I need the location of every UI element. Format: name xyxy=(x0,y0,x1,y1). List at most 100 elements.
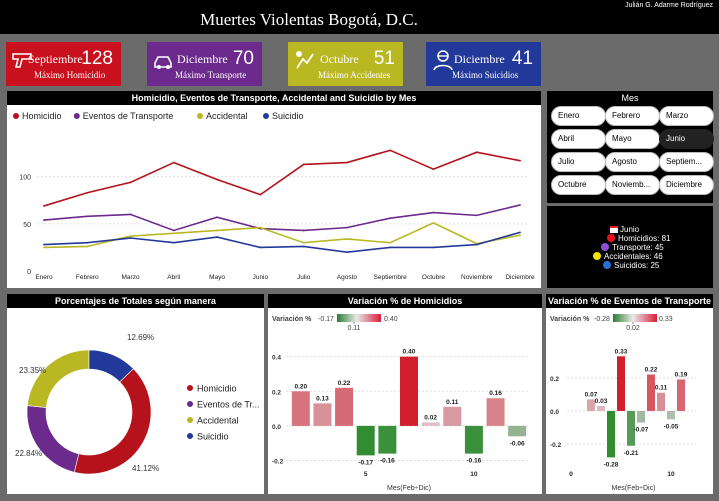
data-point xyxy=(43,246,45,249)
kpi-value: 70 xyxy=(232,48,254,69)
variation-bar xyxy=(647,374,655,411)
data-point xyxy=(129,235,132,238)
mes-button-junio[interactable]: Junio xyxy=(659,129,714,149)
mes-button-octubre[interactable]: Octubre xyxy=(551,175,606,195)
data-point xyxy=(346,238,348,240)
data-point xyxy=(302,245,305,248)
data-point xyxy=(519,159,521,162)
legend-mid: 0.11 xyxy=(347,325,360,332)
data-point xyxy=(302,229,305,232)
x-tick-label: Febrero xyxy=(76,274,99,281)
variation-bar xyxy=(617,356,625,411)
trans-variation-chart: Variación % -0.28 0.02 0.33 -0.2 0.0 0.2 0.… xyxy=(550,314,696,492)
donut-slice xyxy=(73,368,152,475)
legend-label: Eventos de Transporte xyxy=(83,111,174,121)
data-point xyxy=(216,216,218,219)
data-point xyxy=(86,215,89,218)
legend-marker xyxy=(13,113,19,119)
data-point xyxy=(475,214,478,217)
legend-label: Suicidio xyxy=(272,111,304,121)
bar-value-label: -0.28 xyxy=(604,461,619,468)
data-point xyxy=(86,245,89,248)
kpi-month: Diciembre xyxy=(454,52,505,66)
variation-bar xyxy=(627,410,635,446)
y-tick-label: 50 xyxy=(23,222,31,229)
kpi-card-suicidios[interactable]: Diciembre 41 Máximo Suicidios xyxy=(426,42,541,86)
mes-button-diciembre[interactable]: Diciembre xyxy=(659,175,714,195)
variation-bar xyxy=(378,425,397,454)
title-box xyxy=(10,4,700,34)
variation-bar xyxy=(637,410,645,423)
red-dot-icon xyxy=(607,234,615,242)
kpi-value: 128 xyxy=(81,48,113,69)
mes-button-marzo[interactable]: Marzo xyxy=(659,106,714,126)
legend-marker xyxy=(263,113,269,119)
hom-variation-title: Variación % de Homicidios xyxy=(268,294,542,308)
blue-dot-icon xyxy=(603,261,611,269)
mes-button-enero[interactable]: Enero xyxy=(551,106,606,126)
bar-value-label: 0.11 xyxy=(655,385,668,392)
data-point xyxy=(389,241,392,244)
bar-value-label: 0.16 xyxy=(489,390,502,397)
x-tick-label: Septiembre xyxy=(374,274,408,281)
y-tick-label: 100 xyxy=(19,175,31,182)
data-point xyxy=(346,226,348,229)
tooltip-line: Accidentales: 46 xyxy=(593,252,663,261)
legend-min: -0.28 xyxy=(594,316,610,323)
data-point xyxy=(172,232,175,235)
tooltip-line: Homicidios: 81 xyxy=(607,234,670,243)
slice-value-label: 41.12% xyxy=(132,464,159,473)
x-tick-label: Junio xyxy=(253,274,269,281)
x-axis-title: Mes(Feb÷Dic) xyxy=(387,485,431,492)
x-tick-label: Marzo xyxy=(122,274,140,281)
data-point xyxy=(129,181,132,184)
data-point xyxy=(216,229,218,232)
variation-bar xyxy=(587,399,595,411)
bar-value-label: 0.02 xyxy=(424,414,437,421)
donut-panel: Porcentajes de Totales según manera 41.1… xyxy=(7,294,264,494)
data-point xyxy=(259,226,262,229)
y-tick-label: 0 xyxy=(27,269,31,276)
data-point xyxy=(475,151,478,154)
data-point xyxy=(432,168,435,171)
x-tick-label: Noviembre xyxy=(461,274,493,281)
mes-button-febrero[interactable]: Febrero xyxy=(605,106,660,126)
data-point xyxy=(43,243,45,246)
kpi-card-homicidio[interactable]: Septiembre 128 Máximo Homicidio xyxy=(6,42,121,86)
line-chart-title: Homicidio, Eventos de Transporte, Accide… xyxy=(7,91,541,105)
data-point xyxy=(432,222,435,224)
line-chart: 0 50 100 Enero Febrero Marzo Abril Mayo Junio Jul… xyxy=(13,111,535,281)
bar-value-label: 0.40 xyxy=(403,349,416,356)
kpi-card-transporte[interactable]: Diciembre 70 Máximo Transporte xyxy=(147,42,262,86)
legend-title: Variación % xyxy=(550,316,590,323)
x-tick-label: 10 xyxy=(470,471,478,478)
donut-slice xyxy=(27,349,90,408)
mes-button-noviemb[interactable]: Noviemb... xyxy=(605,175,660,195)
x-tick-label: Agosto xyxy=(337,274,358,281)
mes-button-mayo[interactable]: Mayo xyxy=(605,129,660,149)
legend-marker xyxy=(197,113,203,119)
legend-marker xyxy=(73,113,80,119)
bar-value-label: -0.21 xyxy=(624,450,639,457)
mes-button-septiem[interactable]: Septiem... xyxy=(659,152,714,172)
variation-bar xyxy=(677,379,685,411)
bar-value-label: 0.13 xyxy=(316,395,329,402)
y-tick-label: 0.4 xyxy=(272,355,281,362)
legend-marker xyxy=(187,385,193,391)
data-point xyxy=(259,193,262,196)
mes-button-agosto[interactable]: Agosto xyxy=(605,152,660,172)
data-point xyxy=(432,211,435,214)
bar-value-label: -0.16 xyxy=(380,458,395,465)
data-point xyxy=(86,241,89,244)
bar-value-label: 0.20 xyxy=(294,383,307,390)
kpi-card-accidentes[interactable]: Octubre 51 Máximo Accidentes xyxy=(288,42,403,86)
kpi-value: 41 xyxy=(511,48,533,69)
trans-variation-title: Variación % de Eventos de Transporte xyxy=(546,294,713,308)
variation-bar xyxy=(657,392,665,411)
variation-bar xyxy=(464,425,483,454)
bar-value-label: 0.19 xyxy=(675,371,688,378)
kpi-label: Máximo Transporte xyxy=(175,70,247,80)
mes-button-julio[interactable]: Julio xyxy=(551,152,606,172)
legend-gradient xyxy=(337,314,381,322)
mes-button-abril[interactable]: Abril xyxy=(551,129,606,149)
